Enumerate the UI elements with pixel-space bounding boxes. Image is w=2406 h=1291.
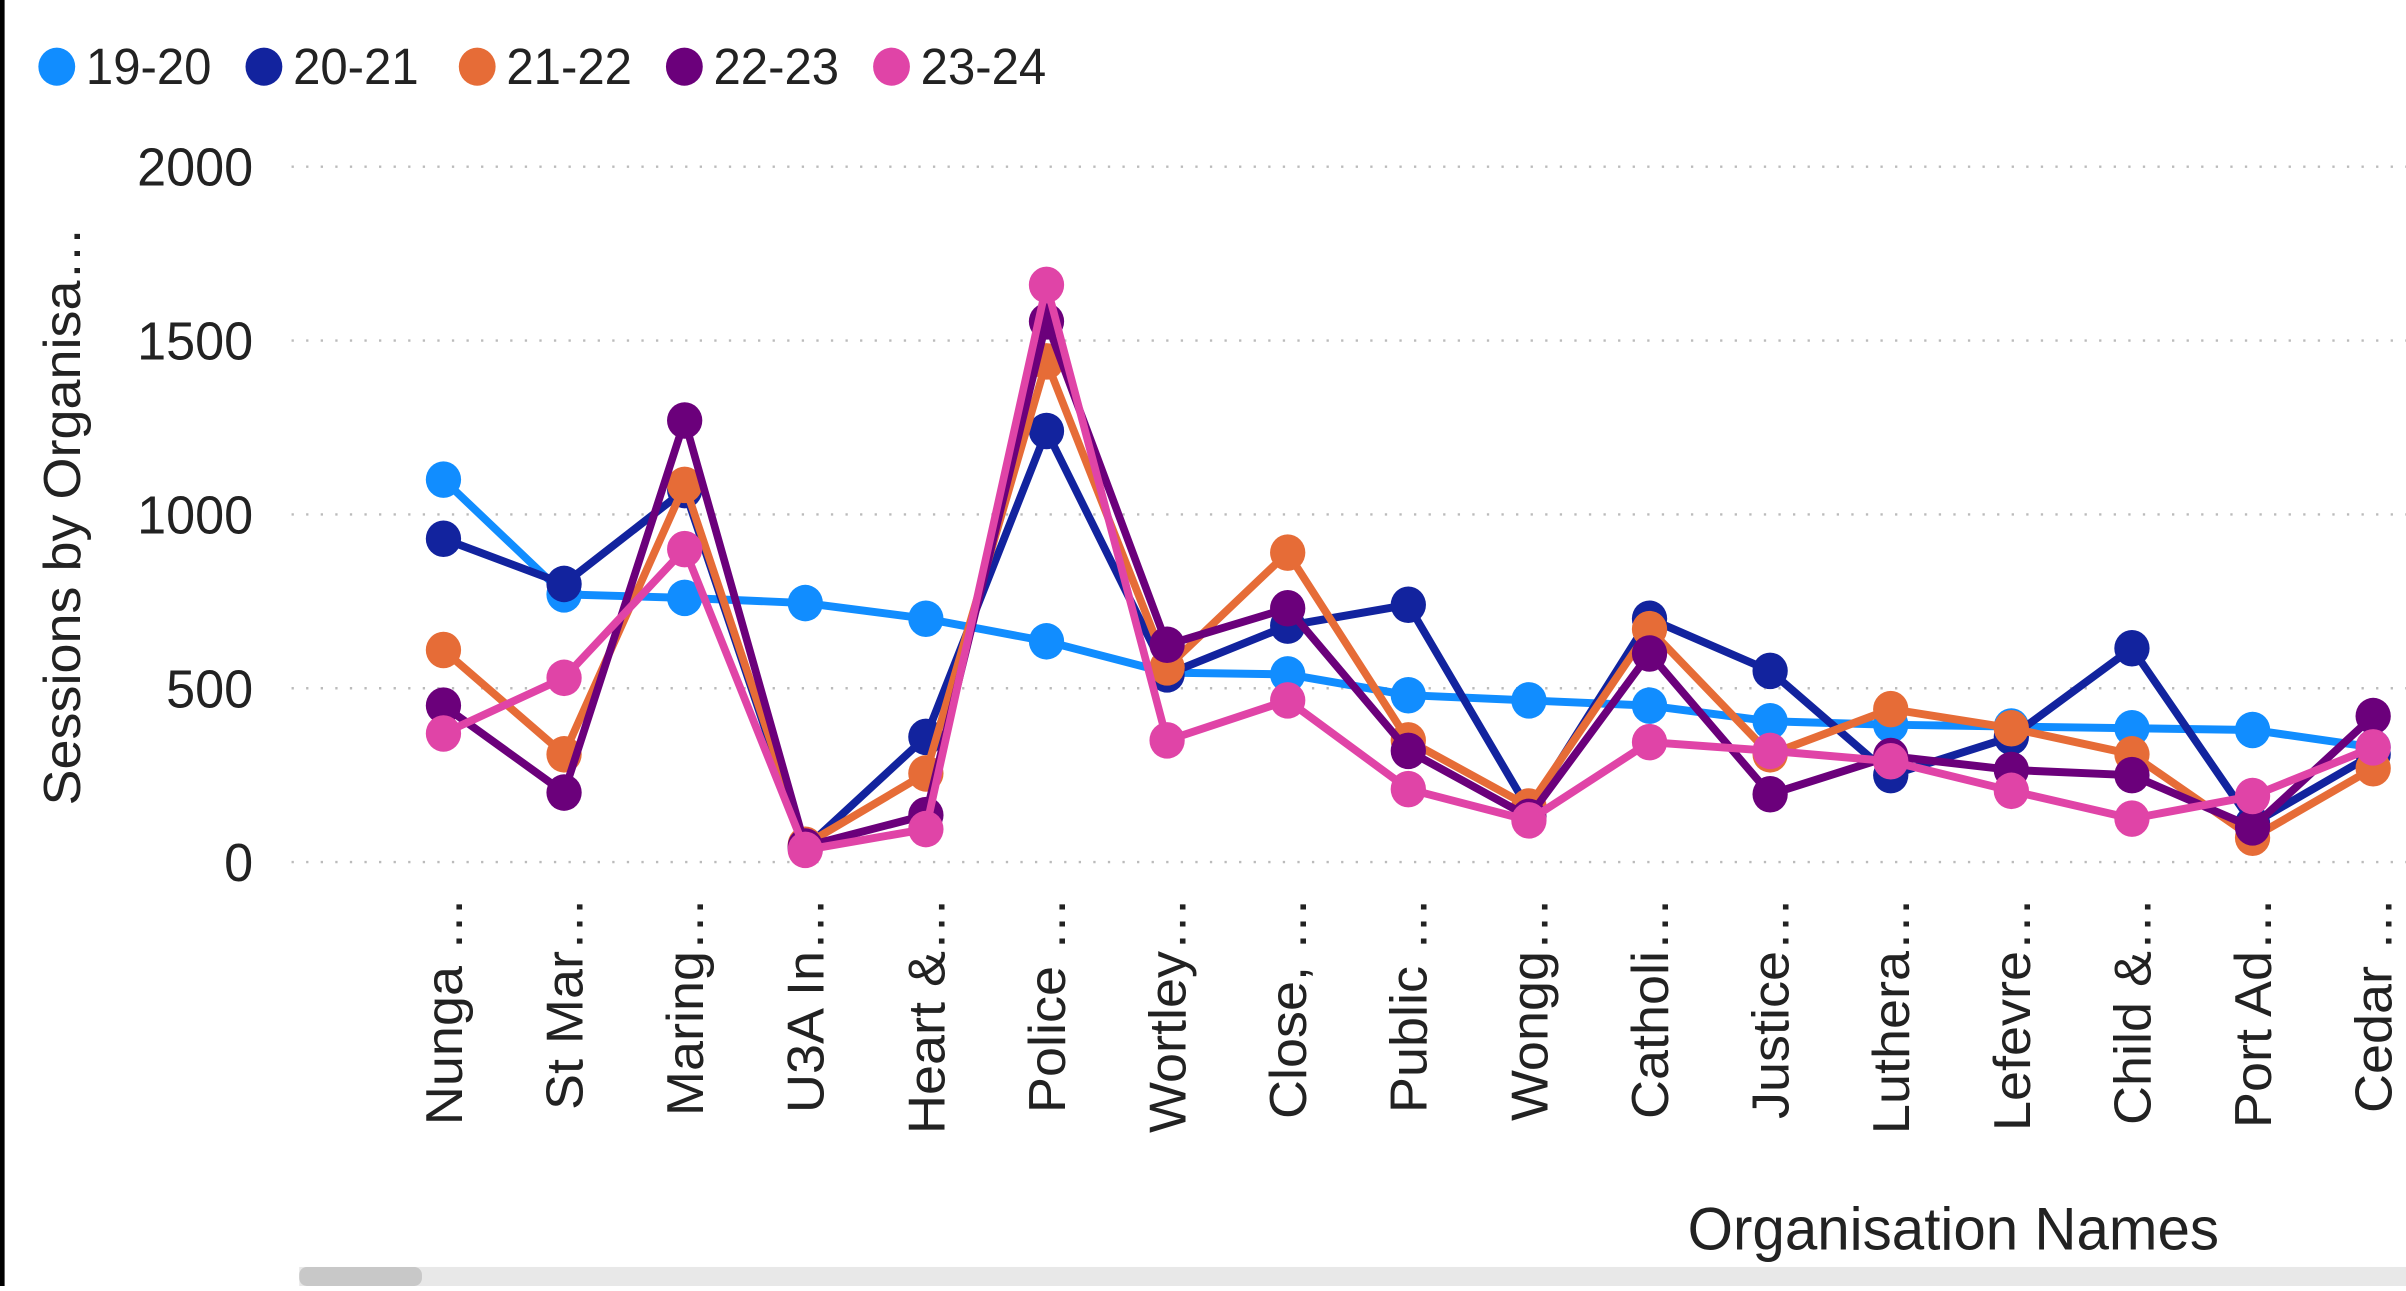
- left-border: [0, 0, 5, 1286]
- data-point: [1390, 770, 1426, 808]
- data-point: [425, 715, 462, 752]
- data-point: [667, 579, 703, 617]
- legend-marker: [665, 47, 703, 86]
- data-point: [787, 831, 823, 869]
- data-point: [2355, 697, 2391, 735]
- scrollbar-thumb[interactable]: [299, 1266, 422, 1286]
- data-point: [1149, 722, 1185, 759]
- x-tick-label: Cedar …: [2345, 897, 2403, 1113]
- data-point: [1631, 635, 1668, 672]
- data-point: [2234, 809, 2271, 846]
- data-point: [1390, 732, 1426, 770]
- x-tick-label: Luthera…: [1863, 897, 1921, 1134]
- data-point: [1752, 703, 1788, 740]
- y-tick-label: 1000: [137, 486, 253, 546]
- x-tick-label: Lefevre…: [1984, 897, 2042, 1131]
- x-tick-label: U3A In…: [777, 897, 835, 1113]
- data-point: [2114, 756, 2150, 794]
- x-tick-label: Wortley…: [1139, 897, 1197, 1133]
- data-point: [2234, 711, 2271, 749]
- data-point: [2114, 800, 2150, 837]
- data-point: [425, 520, 462, 557]
- x-tick-label: Close, …: [1260, 897, 1318, 1119]
- data-point: [667, 530, 703, 568]
- x-tick-label: Child &…: [2104, 897, 2162, 1125]
- data-point: [1993, 709, 2029, 747]
- legend-label: 22-23: [714, 38, 840, 95]
- legend-marker: [245, 47, 283, 86]
- data-point: [1028, 623, 1065, 660]
- data-point: [1270, 682, 1306, 719]
- y-tick-label: 1500: [137, 312, 253, 372]
- data-point: [908, 810, 944, 848]
- data-point: [1028, 266, 1065, 304]
- data-point: [1149, 626, 1185, 664]
- data-point: [425, 687, 462, 724]
- data-point: [1752, 732, 1788, 770]
- data-point: [1390, 586, 1426, 624]
- x-tick-label: Wongg…: [1501, 897, 1559, 1121]
- x-tick-label: Justice…: [1742, 897, 1800, 1119]
- data-point: [908, 600, 944, 637]
- data-point: [1270, 656, 1306, 693]
- legend-label: 21-22: [506, 38, 632, 95]
- x-axis-title: Organisation Names: [1688, 1195, 2219, 1263]
- data-point: [1873, 743, 1909, 780]
- y-tick-label: 2000: [137, 138, 253, 198]
- data-point: [2114, 630, 2150, 667]
- legend-label: 23-24: [921, 38, 1047, 95]
- data-point: [2234, 777, 2271, 815]
- x-tick-label: St Mar…: [536, 897, 594, 1110]
- data-point: [546, 565, 582, 603]
- legend-label: 20-21: [293, 38, 419, 95]
- data-point: [1752, 652, 1788, 690]
- legend-marker: [873, 47, 910, 86]
- data-point: [1390, 676, 1426, 714]
- data-point: [1752, 776, 1788, 813]
- data-point: [1631, 687, 1668, 724]
- y-tick-label: 500: [166, 660, 253, 720]
- x-tick-label: Port Ad…: [2225, 897, 2283, 1128]
- scrollbar-track[interactable]: [299, 1266, 2406, 1286]
- data-point: [667, 402, 703, 439]
- data-point: [425, 461, 462, 498]
- legend-marker: [38, 47, 76, 86]
- x-tick-label: Public …: [1381, 897, 1439, 1113]
- y-tick-label: 0: [224, 833, 253, 893]
- data-point: [2114, 709, 2150, 747]
- data-point: [1028, 412, 1065, 450]
- y-axis-title: Sessions by Organisa…: [34, 226, 92, 805]
- x-tick-label: Heart &…: [898, 897, 956, 1134]
- data-point: [1270, 534, 1306, 571]
- data-point: [546, 774, 582, 811]
- x-tick-label: Catholi…: [1622, 897, 1680, 1119]
- x-tick-label: Police …: [1019, 897, 1077, 1113]
- data-point: [1511, 802, 1547, 839]
- x-tick-label: Nunga …: [416, 897, 474, 1125]
- data-point: [787, 584, 823, 622]
- legend-marker: [458, 47, 496, 86]
- data-point: [425, 631, 462, 669]
- data-point: [1873, 690, 1909, 728]
- legend-label: 19-20: [86, 38, 212, 95]
- data-point: [546, 659, 582, 697]
- data-point: [667, 466, 703, 504]
- data-point: [1631, 723, 1668, 761]
- data-point: [2355, 729, 2391, 766]
- x-tick-label: Maring…: [657, 897, 715, 1116]
- data-point: [1270, 590, 1306, 627]
- data-point: [1511, 682, 1547, 719]
- data-point: [1993, 772, 2029, 810]
